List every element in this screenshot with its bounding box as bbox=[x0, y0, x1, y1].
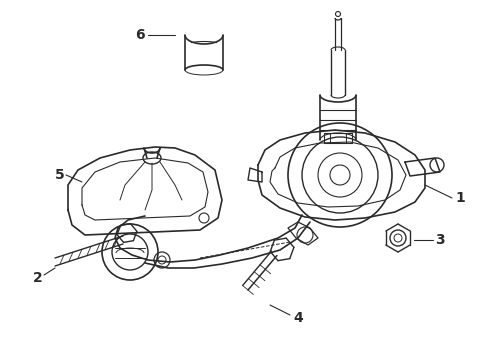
Text: 4: 4 bbox=[292, 311, 302, 325]
Text: 5: 5 bbox=[55, 168, 65, 182]
Text: 6: 6 bbox=[135, 28, 144, 42]
Text: 2: 2 bbox=[33, 271, 43, 285]
Text: 1: 1 bbox=[454, 191, 464, 205]
Text: 3: 3 bbox=[434, 233, 444, 247]
